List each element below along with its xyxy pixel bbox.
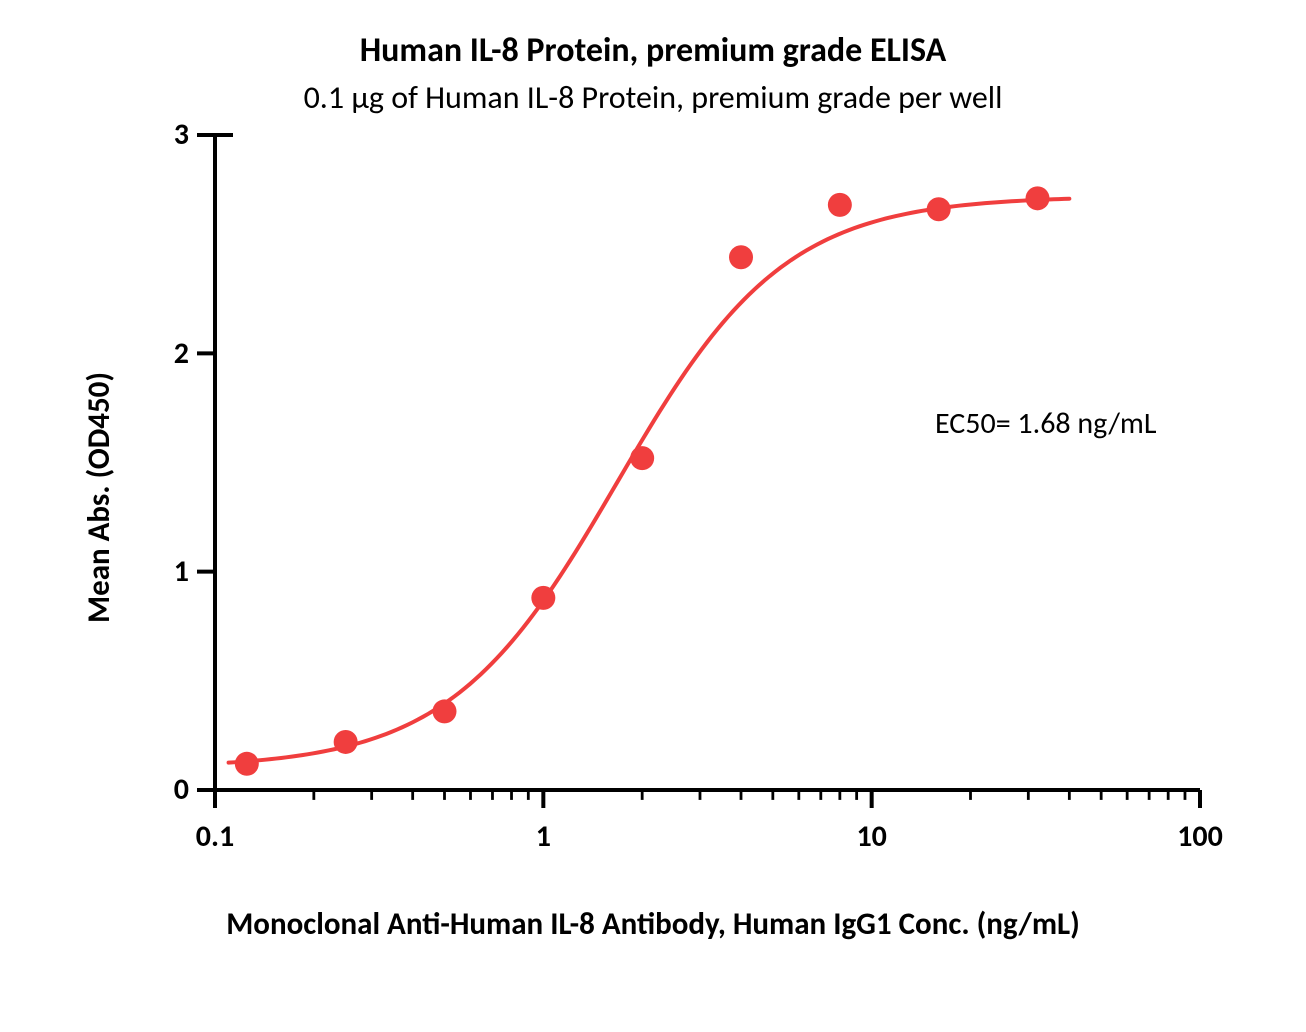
x-tick-label: 0.1 — [196, 818, 234, 855]
plot-svg — [0, 0, 1306, 1032]
x-tick-label: 1 — [536, 818, 551, 855]
x-tick-label: 10 — [856, 818, 886, 855]
elisa-chart: Human IL-8 Protein, premium grade ELISA … — [0, 0, 1306, 1032]
y-tick-label: 2 — [129, 335, 189, 372]
y-tick-label: 1 — [129, 553, 189, 590]
y-tick-label: 3 — [129, 116, 189, 153]
x-tick-label: 100 — [1177, 818, 1223, 855]
y-tick-label: 0 — [129, 771, 189, 808]
